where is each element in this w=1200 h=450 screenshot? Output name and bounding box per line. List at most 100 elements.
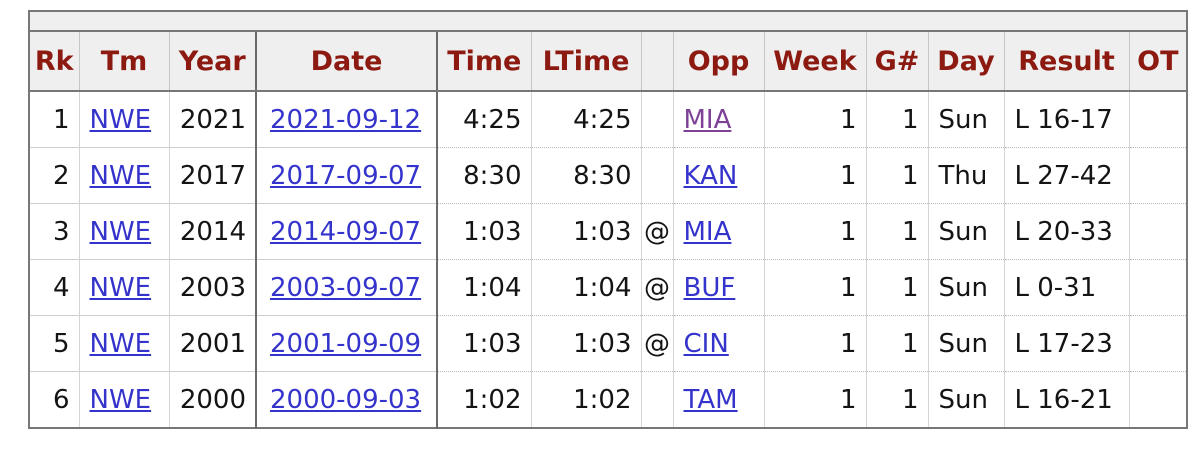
table-row: 5 NWE 2001 2001-09-09 1:03 1:03 @ CIN 1 1 Sun L 17-… [29,315,1188,372]
team-link[interactable]: NWE [89,272,152,303]
team-cell: NWE [78,315,169,372]
team-cell: NWE [78,371,169,428]
opponent-link[interactable]: TAM [683,384,738,415]
over-header-row [29,11,1188,32]
date-cell: 2001-09-09 [255,315,438,372]
week-cell: 1 [763,259,866,316]
games-table-body: 1 NWE 2021 2021-09-12 4:25 4:25 MIA 1 1 Sun L 16-1… [29,91,1188,428]
rank-cell: 1 [29,91,79,148]
opp-cell: MIA [672,203,764,260]
col-header-overtime[interactable]: OT [1128,31,1188,92]
date-link[interactable]: 2014-09-07 [270,216,422,247]
opponent-link[interactable]: CIN [683,328,729,359]
time-cell: 1:03 [436,203,531,260]
col-header-opponent[interactable]: Opp [672,31,764,92]
table-row: 3 NWE 2014 2014-09-07 1:03 1:03 @ MIA 1 1 Sun L 20-… [29,203,1188,260]
result-cell: L 16-21 [1003,371,1129,428]
team-cell: NWE [78,147,169,204]
day-cell: Sun [927,371,1004,428]
team-link[interactable]: NWE [89,384,152,415]
table-row: 6 NWE 2000 2000-09-03 1:02 1:02 TAM 1 1 Sun L 16-2… [29,371,1188,428]
week-cell: 1 [763,91,866,148]
team-link[interactable]: NWE [89,104,152,135]
team-cell: NWE [78,203,169,260]
result-cell: L 27-42 [1003,147,1129,204]
ot-cell [1128,203,1188,260]
result-cell: L 17-23 [1003,315,1129,372]
over-header-cell [29,11,1188,32]
col-header-game-number[interactable]: G# [865,31,928,92]
game-num-cell: 1 [865,147,928,204]
result-cell: L 16-17 [1003,91,1129,148]
year-cell: 2021 [168,91,256,148]
table-row: 2 NWE 2017 2017-09-07 8:30 8:30 KAN 1 1 Thu L 27-4… [29,147,1188,204]
week-cell: 1 [763,371,866,428]
opp-cell: BUF [672,259,764,316]
game-num-cell: 1 [865,315,928,372]
date-link[interactable]: 2021-09-12 [270,104,422,135]
col-header-week[interactable]: Week [763,31,866,92]
col-header-result[interactable]: Result [1003,31,1129,92]
team-cell: NWE [78,259,169,316]
team-link[interactable]: NWE [89,160,152,191]
at-cell: @ [640,315,673,372]
week-cell: 1 [763,203,866,260]
ot-cell [1128,315,1188,372]
time-cell: 1:03 [436,315,531,372]
game-num-cell: 1 [865,91,928,148]
game-num-cell: 1 [865,371,928,428]
team-link[interactable]: NWE [89,216,152,247]
date-link[interactable]: 2000-09-03 [270,384,422,415]
opp-cell: TAM [672,371,764,428]
date-cell: 2021-09-12 [255,91,438,148]
col-header-at[interactable] [640,31,673,92]
col-header-day[interactable]: Day [927,31,1004,92]
opponent-link[interactable]: KAN [683,160,738,191]
games-table: Rk Tm Year Date Time LTime Opp Week G# D… [28,10,1189,429]
at-cell: @ [640,203,673,260]
rank-cell: 6 [29,371,79,428]
opp-cell: KAN [672,147,764,204]
col-header-ltime[interactable]: LTime [530,31,641,92]
day-cell: Sun [927,91,1004,148]
col-header-date-sorted[interactable]: Date [255,31,438,92]
ot-cell [1128,91,1188,148]
at-cell [640,147,673,204]
day-cell: Sun [927,315,1004,372]
time-cell: 1:02 [436,371,531,428]
at-cell [640,91,673,148]
time-cell: 4:25 [436,91,531,148]
time-cell: 8:30 [436,147,531,204]
rank-cell: 2 [29,147,79,204]
date-cell: 2014-09-07 [255,203,438,260]
rank-cell: 3 [29,203,79,260]
col-header-time[interactable]: Time [436,31,531,92]
opponent-link[interactable]: MIA [683,104,732,135]
ltime-cell: 8:30 [530,147,641,204]
opponent-link[interactable]: BUF [683,272,736,303]
date-link[interactable]: 2017-09-07 [270,160,422,191]
year-cell: 2003 [168,259,256,316]
year-cell: 2000 [168,371,256,428]
date-link[interactable]: 2003-09-07 [270,272,422,303]
ltime-cell: 1:03 [530,315,641,372]
team-cell: NWE [78,91,169,148]
opp-cell: CIN [672,315,764,372]
table-row: 1 NWE 2021 2021-09-12 4:25 4:25 MIA 1 1 Sun L 16-1… [29,91,1188,148]
at-cell: @ [640,259,673,316]
ot-cell [1128,371,1188,428]
col-header-rank[interactable]: Rk [29,31,79,92]
team-link[interactable]: NWE [89,328,152,359]
opponent-link[interactable]: MIA [683,216,732,247]
ot-cell [1128,147,1188,204]
date-link[interactable]: 2001-09-09 [270,328,422,359]
table-row: 4 NWE 2003 2003-09-07 1:04 1:04 @ BUF 1 1 Sun L 0-3… [29,259,1188,316]
game-num-cell: 1 [865,203,928,260]
col-header-team[interactable]: Tm [78,31,169,92]
year-cell: 2014 [168,203,256,260]
col-header-year[interactable]: Year [168,31,256,92]
opp-cell: MIA [672,91,764,148]
at-cell [640,371,673,428]
date-cell: 2000-09-03 [255,371,438,428]
